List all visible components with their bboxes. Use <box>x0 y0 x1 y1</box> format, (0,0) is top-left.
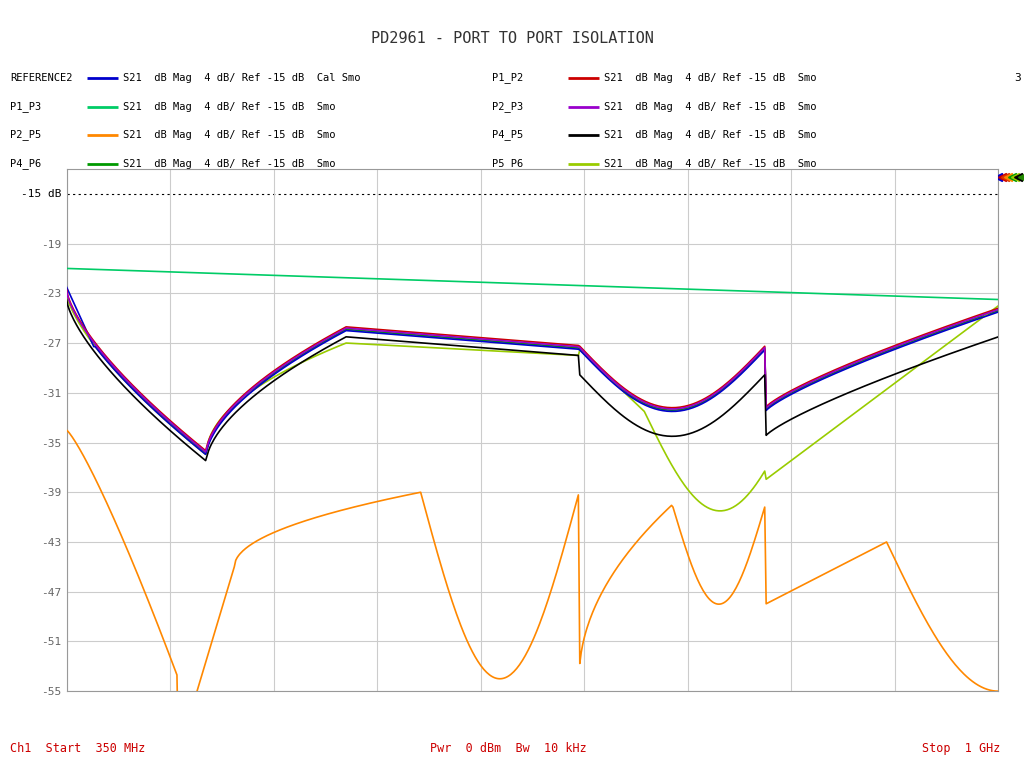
Text: PD2961 - PORT TO PORT ISOLATION: PD2961 - PORT TO PORT ISOLATION <box>371 31 653 46</box>
Text: Stop  1 GHz: Stop 1 GHz <box>922 743 1000 755</box>
Text: S21  dB Mag  4 dB/ Ref -15 dB  Smo: S21 dB Mag 4 dB/ Ref -15 dB Smo <box>604 72 817 83</box>
Text: S21  dB Mag  4 dB/ Ref -15 dB  Smo: S21 dB Mag 4 dB/ Ref -15 dB Smo <box>604 130 817 140</box>
Text: S21  dB Mag  4 dB/ Ref -15 dB  Cal Smo: S21 dB Mag 4 dB/ Ref -15 dB Cal Smo <box>123 72 360 83</box>
Text: S21  dB Mag  4 dB/ Ref -15 dB  Smo: S21 dB Mag 4 dB/ Ref -15 dB Smo <box>604 101 817 111</box>
Text: Ch1  Start  350 MHz: Ch1 Start 350 MHz <box>10 743 145 755</box>
Text: Pwr  0 dBm  Bw  10 kHz: Pwr 0 dBm Bw 10 kHz <box>430 743 587 755</box>
Text: -15 dB: -15 dB <box>22 189 61 199</box>
Text: P2_P3: P2_P3 <box>492 101 523 112</box>
Text: P4_P6: P4_P6 <box>10 158 42 169</box>
Text: P1_P2: P1_P2 <box>492 72 523 83</box>
Text: S21  dB Mag  4 dB/ Ref -15 dB  Smo: S21 dB Mag 4 dB/ Ref -15 dB Smo <box>123 158 336 169</box>
Text: REFERENCE2: REFERENCE2 <box>10 72 73 83</box>
Text: S21  dB Mag  4 dB/ Ref -15 dB  Smo: S21 dB Mag 4 dB/ Ref -15 dB Smo <box>123 130 336 140</box>
Text: P5_P6: P5_P6 <box>492 158 523 169</box>
Text: S21  dB Mag  4 dB/ Ref -15 dB  Smo: S21 dB Mag 4 dB/ Ref -15 dB Smo <box>123 101 336 111</box>
Text: P1_P3: P1_P3 <box>10 101 42 112</box>
Text: 3: 3 <box>1014 72 1021 83</box>
Text: P2_P5: P2_P5 <box>10 129 42 140</box>
Text: P4_P5: P4_P5 <box>492 129 523 140</box>
Text: S21  dB Mag  4 dB/ Ref -15 dB  Smo: S21 dB Mag 4 dB/ Ref -15 dB Smo <box>604 158 817 169</box>
